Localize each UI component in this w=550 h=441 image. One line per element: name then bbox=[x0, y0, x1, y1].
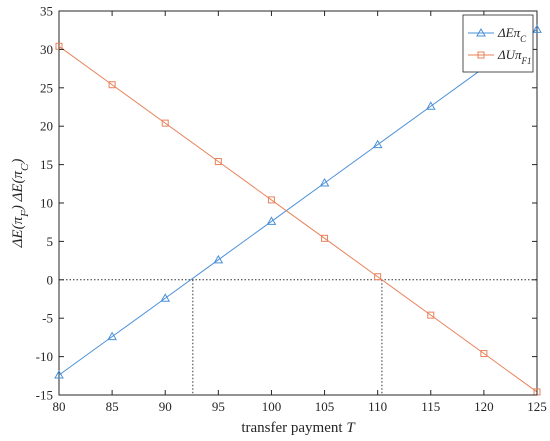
x-axis-label-var: T bbox=[346, 420, 356, 436]
legend-label-series-2-sub: F1 bbox=[521, 56, 532, 66]
series-2-point-6 bbox=[374, 273, 382, 281]
series-2-point-3 bbox=[214, 158, 222, 166]
series-1-point-9 bbox=[532, 24, 542, 33]
x-tick-label-6: 110 bbox=[368, 399, 387, 414]
reference-lines bbox=[59, 279, 537, 395]
series-2-point-4 bbox=[267, 196, 275, 204]
legend: ΔEπC ΔUπF1 bbox=[462, 14, 534, 73]
ticks-layer: 80 85 90 95 100 105 110 115 120 125 -15 -10 -5 0 5 10 15… bbox=[36, 4, 547, 415]
legend-label-series-2: ΔUπF1 bbox=[497, 47, 532, 66]
series-1-point-4 bbox=[266, 216, 277, 225]
legend-marker-series-2 bbox=[477, 51, 485, 59]
legend-label-series-1: ΔEπC bbox=[497, 25, 527, 44]
y-axis-label-part2: ) ΔE(π bbox=[10, 170, 26, 211]
y-tick-label-4: 5 bbox=[47, 234, 54, 249]
series-1-point-5 bbox=[319, 178, 330, 187]
y-axis-label-part3: ) bbox=[10, 159, 26, 165]
y-tick-label-8: 25 bbox=[40, 80, 53, 95]
legend-item-series-1: ΔEπC bbox=[468, 25, 527, 44]
x-tick-label-9: 125 bbox=[527, 399, 547, 414]
series-2-point-8 bbox=[480, 350, 488, 358]
series-line-2 bbox=[58, 45, 538, 393]
y-tick-label-3: 0 bbox=[47, 272, 54, 287]
series-1-point-0 bbox=[54, 370, 64, 379]
x-tick-label-8: 120 bbox=[474, 399, 494, 414]
y-tick-label-0: -15 bbox=[36, 388, 53, 403]
x-tick-label-1: 85 bbox=[106, 399, 119, 414]
x-tick-label-5: 105 bbox=[315, 399, 335, 414]
series-2-point-7 bbox=[427, 311, 435, 319]
series-1-point-1 bbox=[107, 331, 117, 341]
series-1-point-7 bbox=[425, 101, 436, 110]
y-tick-label-2: -5 bbox=[42, 311, 53, 326]
x-axis-label: transfer payment T bbox=[241, 420, 356, 436]
legend-label-series-1-sub: C bbox=[520, 34, 527, 44]
x-tick-label-0: 80 bbox=[53, 399, 66, 414]
series-layer bbox=[54, 24, 542, 396]
legend-label-series-1-base: ΔEπ bbox=[497, 25, 521, 40]
series-2-point-2 bbox=[161, 119, 169, 127]
y-axis-label: ΔE(πF) ΔE(πC) bbox=[10, 159, 31, 249]
x-tick-label-4: 100 bbox=[262, 399, 282, 414]
legend-box bbox=[462, 14, 534, 73]
y-tick-label-6: 15 bbox=[40, 157, 53, 172]
y-axis-label-sub1: F bbox=[19, 210, 31, 218]
legend-label-series-2-base: ΔUπ bbox=[497, 47, 522, 62]
x-tick-label-3: 95 bbox=[212, 399, 225, 414]
series-2-point-5 bbox=[321, 234, 329, 242]
y-tick-label-5: 10 bbox=[40, 196, 53, 211]
series-2-point-1 bbox=[108, 81, 116, 89]
y-tick-label-10: 35 bbox=[40, 4, 53, 19]
x-tick-label-2: 90 bbox=[159, 399, 172, 414]
series-line-1 bbox=[58, 29, 538, 376]
legend-marker-series-1 bbox=[476, 27, 486, 37]
series-1-point-3 bbox=[213, 254, 224, 264]
y-axis-label-part1: ΔE(π bbox=[10, 216, 26, 248]
x-tick-label-7: 115 bbox=[421, 399, 440, 414]
y-tick-label-9: 30 bbox=[40, 42, 53, 57]
legend-item-series-2: ΔUπF1 bbox=[468, 47, 532, 66]
series-1-point-2 bbox=[160, 293, 171, 302]
y-tick-label-1: -10 bbox=[36, 349, 53, 364]
x-axis-label-main: transfer payment bbox=[241, 420, 346, 436]
y-axis-label-sub2: C bbox=[19, 163, 31, 171]
series-1-point-6 bbox=[372, 139, 383, 149]
plot-area bbox=[58, 10, 538, 396]
y-tick-label-7: 20 bbox=[40, 119, 53, 134]
